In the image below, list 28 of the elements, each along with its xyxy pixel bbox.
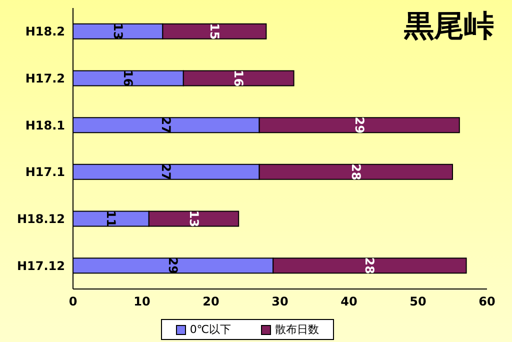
legend-label: 散布日数 xyxy=(274,322,320,337)
data-label: 27 xyxy=(159,116,174,134)
data-label: 11 xyxy=(104,210,118,228)
y-tick-label: H18.12 xyxy=(17,212,65,226)
chart-title: 黒尾峠 xyxy=(404,8,494,46)
data-label: 16 xyxy=(121,70,136,87)
data-label: 28 xyxy=(348,164,363,180)
x-tick-label: 40 xyxy=(340,294,358,309)
y-tick-label: H17.12 xyxy=(17,258,65,273)
data-label: 15 xyxy=(207,23,222,40)
y-tick-label: H17.1 xyxy=(25,165,65,180)
y-tick-label: H18.1 xyxy=(25,118,65,132)
data-label: 29 xyxy=(352,116,366,134)
x-tick-label: 60 xyxy=(478,294,496,309)
legend-label: 0℃以下 xyxy=(188,322,232,337)
x-tick-label: 30 xyxy=(272,294,288,309)
x-tick-label: 10 xyxy=(134,294,150,309)
x-tick-label: 50 xyxy=(410,294,426,309)
data-label: 27 xyxy=(159,164,174,180)
x-tick-label: 0 xyxy=(68,294,78,309)
y-tick-label: H17.2 xyxy=(25,72,65,86)
data-label: 13 xyxy=(110,23,125,40)
x-tick-label: 20 xyxy=(202,294,220,309)
y-tick-label: H18.2 xyxy=(25,24,65,39)
data-label: 29 xyxy=(166,257,180,274)
data-label: 13 xyxy=(186,210,201,228)
data-label: 16 xyxy=(232,70,246,87)
data-label: 28 xyxy=(362,257,377,274)
